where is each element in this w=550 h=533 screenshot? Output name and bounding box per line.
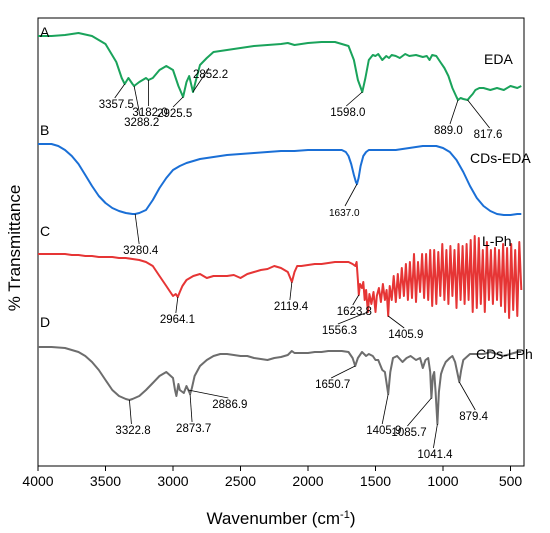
- x-axis-title-close: ): [350, 509, 356, 528]
- x-tick-label: 1500: [360, 473, 391, 489]
- peak-annotation: 1650.7: [315, 379, 350, 391]
- x-axis-title-sup: -1: [340, 509, 350, 521]
- panel-letter-b: B: [40, 122, 49, 138]
- annotation-arrow: [134, 213, 140, 245]
- x-axis-title: Wavenumber (cm-1): [207, 509, 356, 528]
- series-name-cds-lph: CDs-LPh: [476, 346, 533, 362]
- annotation-arrow: [188, 389, 229, 399]
- panel-letter-a: A: [40, 24, 50, 40]
- series-line-cds-eda: [38, 143, 522, 216]
- peak-annotation: 3357.5: [99, 99, 134, 111]
- x-axis-title-main: Wavenumber (cm: [207, 509, 341, 528]
- x-tick-label: 3000: [157, 473, 188, 489]
- annotation-arrow: [467, 99, 490, 129]
- annotation-arrow: [387, 315, 405, 329]
- series-line-l-ph: [38, 235, 523, 319]
- peak-annotation: 1556.3: [322, 325, 357, 337]
- peak-annotation: 2852.2: [193, 69, 228, 81]
- peak-annotation: 3322.8: [115, 425, 150, 437]
- peak-annotation: 2119.4: [274, 301, 309, 313]
- peak-annotation: 1637.0: [329, 208, 360, 219]
- annotation-arrow: [330, 365, 356, 379]
- annotation-arrow: [133, 85, 141, 117]
- series-labels: A EDA B CDs-EDA C L-Ph D CDs-LPh: [40, 24, 533, 362]
- panel-letter-d: D: [40, 314, 50, 330]
- plot-frame: [37, 17, 525, 467]
- x-axis: 4000 3500 3000 2500 2000 1500 1000 500: [22, 466, 522, 489]
- annotation-arrow: [114, 83, 126, 99]
- peak-annotation: 1405.9: [366, 425, 401, 437]
- annotation-arrow: [344, 183, 358, 207]
- series-name-l-ph: L-Ph: [482, 233, 512, 249]
- peak-annotation: 3288.2: [124, 117, 159, 129]
- x-tick-label: 1000: [427, 473, 458, 489]
- peak-annotation: 2925.5: [157, 108, 192, 120]
- annotation-arrow: [346, 91, 363, 107]
- peak-annotation: 817.6: [474, 129, 503, 141]
- peak-annotation: 3280.4: [123, 245, 159, 257]
- peak-annotation: 879.4: [459, 411, 488, 423]
- annotation-arrow: [381, 393, 389, 425]
- peak-annotation: 1405.9: [388, 329, 423, 341]
- x-tick-label: 3500: [90, 473, 121, 489]
- peak-annotation: 1085.7: [391, 427, 426, 439]
- peak-annotation: 1041.4: [417, 449, 453, 461]
- annotation-arrow: [129, 399, 132, 425]
- series-line-cds-lph: [38, 346, 522, 425]
- x-tick-label: 2500: [225, 473, 256, 489]
- peak-annotation: 2873.7: [176, 423, 211, 435]
- annotation-arrow: [189, 393, 193, 423]
- annotation-arrow: [458, 381, 476, 411]
- peak-annotation: 2964.1: [160, 314, 195, 326]
- annotation-arrow: [172, 96, 184, 108]
- peak-annotation: 889.0: [434, 125, 463, 137]
- series-line-eda: [38, 32, 522, 101]
- peak-annotation: 1623.8: [337, 306, 372, 318]
- annotation-arrow: [175, 296, 179, 314]
- x-tick-label: 500: [499, 473, 523, 489]
- peak-annotation: 1598.0: [330, 107, 365, 119]
- peak-annotation: 2886.9: [212, 399, 247, 411]
- series-name-cds-eda: CDs-EDA: [470, 150, 531, 166]
- annotation-arrow: [449, 99, 459, 125]
- series-name-eda: EDA: [484, 51, 513, 67]
- annotation-arrow: [352, 294, 360, 306]
- panel-letter-c: C: [40, 223, 50, 239]
- annotation-arrow: [192, 67, 210, 93]
- x-tick-label: 2000: [292, 473, 323, 489]
- y-axis-title: % Transmittance: [5, 185, 24, 312]
- series-layer: [38, 32, 523, 425]
- annotation-arrow: [407, 397, 432, 427]
- annotation-arrow: [337, 311, 369, 325]
- x-tick-label: 4000: [22, 473, 53, 489]
- annotation-arrow: [433, 423, 438, 449]
- annotation-arrow: [289, 281, 293, 301]
- peak-annotation: 3182.0: [132, 107, 167, 119]
